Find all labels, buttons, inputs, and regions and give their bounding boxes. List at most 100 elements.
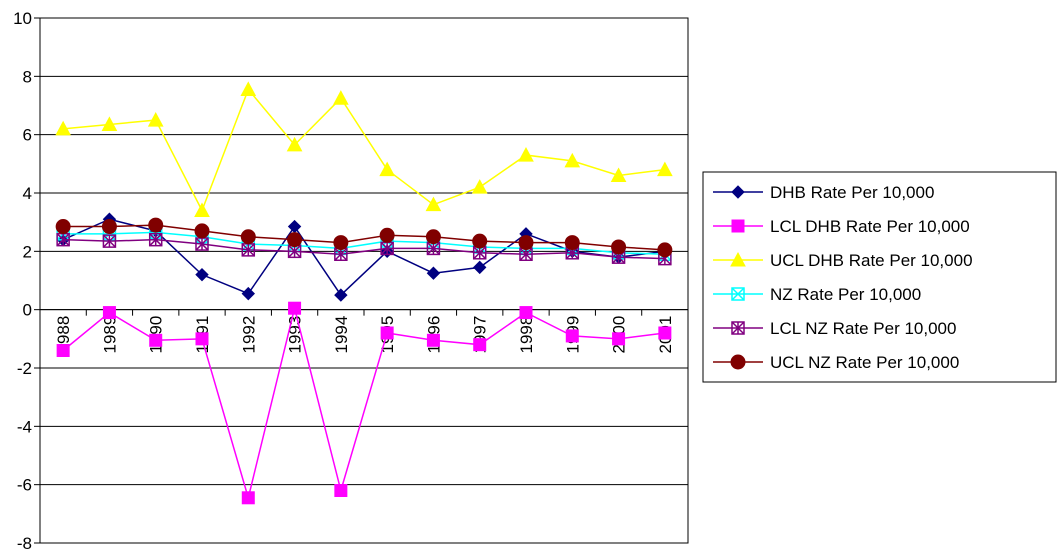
data-point — [101, 116, 118, 131]
data-point — [288, 301, 302, 315]
series-6 — [55, 217, 673, 258]
legend-marker — [731, 219, 745, 233]
data-point — [287, 244, 302, 259]
legend-item: DHB Rate Per 10,000 — [713, 183, 934, 202]
y-tick-label: -2 — [17, 359, 32, 378]
legend: DHB Rate Per 10,000 LCL DHB Rate Per 10,0… — [702, 171, 1057, 383]
data-point — [240, 81, 257, 96]
y-tick-label: 8 — [23, 67, 32, 86]
data-point — [658, 326, 672, 340]
data-point — [240, 229, 256, 245]
data-point — [426, 241, 441, 256]
data-point — [148, 232, 163, 247]
data-point — [657, 242, 673, 258]
data-point — [425, 229, 441, 245]
data-point — [148, 217, 164, 233]
y-tick-label: -8 — [17, 534, 32, 551]
y-tick-label: 2 — [23, 242, 32, 261]
data-point — [426, 333, 440, 347]
legend-marker — [731, 185, 745, 199]
plot-frame — [39, 17, 689, 544]
data-point — [472, 233, 488, 249]
data-point — [241, 491, 255, 505]
data-point — [612, 332, 626, 346]
data-point — [286, 136, 303, 152]
data-point — [473, 338, 487, 352]
legend-label: UCL DHB Rate Per 10,000 — [770, 251, 973, 270]
data-point — [333, 235, 349, 251]
legend-label: NZ Rate Per 10,000 — [770, 285, 921, 304]
legend-item: LCL NZ Rate Per 10,000 — [713, 319, 956, 338]
data-point — [55, 120, 71, 136]
legend-item: UCL NZ Rate Per 10,000 — [713, 353, 959, 372]
data-point — [287, 232, 303, 248]
legend-marker — [731, 321, 745, 335]
data-point — [334, 484, 348, 497]
data-point — [101, 219, 117, 235]
data-point — [56, 344, 70, 357]
data-point — [565, 329, 579, 343]
legend-marker — [731, 287, 745, 301]
data-point — [564, 152, 581, 168]
data-point — [147, 112, 164, 127]
data-point — [471, 179, 488, 194]
series-line — [62, 308, 665, 501]
y-tick-label: -4 — [17, 417, 32, 436]
data-point — [194, 223, 210, 239]
data-point — [380, 326, 394, 340]
data-point — [472, 246, 487, 260]
y-tick-label: 10 — [13, 9, 32, 28]
y-tick-label: 6 — [23, 126, 32, 145]
data-point — [241, 286, 255, 301]
legend-box — [702, 171, 1057, 383]
data-point — [519, 306, 533, 320]
x-tick-label: 1994 — [332, 316, 351, 354]
x-tick-label: 1992 — [239, 316, 258, 354]
data-point — [195, 267, 209, 282]
legend-marker — [730, 354, 746, 370]
plot-area — [39, 17, 689, 544]
y-axis: -8 -6 -4 -2 0 2 4 6 8 10 — [13, 9, 41, 553]
series-layer — [55, 81, 673, 505]
legend-label: UCL NZ Rate Per 10,000 — [770, 353, 959, 372]
data-point — [611, 239, 627, 255]
data-point — [473, 260, 487, 275]
series-line — [63, 238, 665, 260]
data-point — [379, 227, 395, 243]
data-point — [657, 161, 673, 177]
legend-marker — [730, 251, 746, 267]
data-point — [333, 90, 349, 105]
data-point — [55, 219, 71, 235]
data-point — [102, 306, 116, 320]
series-2 — [56, 301, 672, 505]
y-tick-label: 0 — [23, 301, 32, 320]
data-point — [518, 235, 534, 251]
data-point — [102, 234, 117, 248]
data-point — [425, 196, 442, 212]
data-point — [426, 266, 441, 280]
series-line — [63, 87, 665, 213]
data-point — [334, 288, 348, 302]
series-line — [63, 224, 665, 251]
legend-label: LCL NZ Rate Per 10,000 — [770, 319, 956, 338]
x-tick-label: 1989 — [100, 316, 119, 354]
legend-item: UCL DHB Rate Per 10,000 — [713, 251, 973, 270]
data-point — [194, 202, 210, 217]
x-tick-label: 1998 — [517, 316, 536, 354]
legend-label: DHB Rate Per 10,000 — [770, 183, 934, 202]
data-point — [149, 333, 163, 347]
legend-item: LCL DHB Rate Per 10,000 — [713, 217, 970, 236]
data-point — [564, 235, 580, 251]
y-tick-label: -6 — [17, 476, 32, 495]
data-point — [610, 167, 627, 182]
data-point — [518, 147, 534, 162]
legend-item: NZ Rate Per 10,000 — [713, 285, 921, 304]
series-3 — [55, 81, 673, 217]
y-tick-label: 4 — [23, 184, 32, 203]
data-point — [379, 161, 395, 177]
legend-label: LCL DHB Rate Per 10,000 — [770, 217, 970, 236]
series-line — [63, 231, 665, 255]
data-point — [195, 332, 209, 346]
